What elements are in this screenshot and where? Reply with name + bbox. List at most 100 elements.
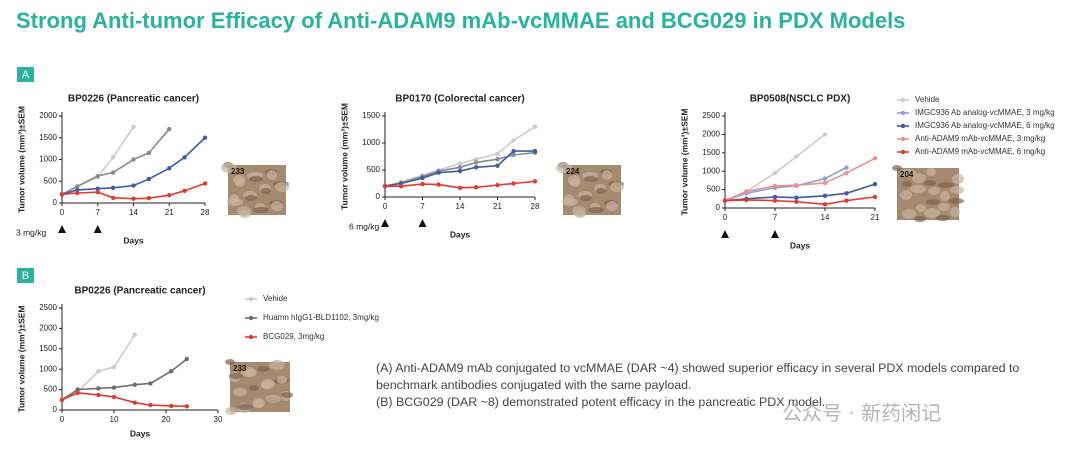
data-point xyxy=(110,155,116,160)
data-point xyxy=(822,176,828,181)
data-point xyxy=(110,195,116,200)
ihc-texture xyxy=(235,179,245,187)
data-point xyxy=(131,124,136,130)
data-point xyxy=(202,181,208,186)
data-point xyxy=(95,186,100,191)
legend-marker xyxy=(900,149,906,155)
ihc-image: 224 xyxy=(556,162,624,218)
ihc-texture xyxy=(249,385,259,391)
data-point xyxy=(772,183,778,189)
ihc-label: 204 xyxy=(900,170,914,179)
data-point xyxy=(110,170,116,175)
ihc-texture xyxy=(271,201,283,211)
y-tick-label: 1000 xyxy=(702,166,720,175)
y-tick-label: 500 xyxy=(44,176,58,185)
data-point xyxy=(473,157,479,162)
y-tick-label: 500 xyxy=(367,165,381,174)
data-point xyxy=(436,182,441,187)
ihc-texture xyxy=(950,207,960,217)
data-point xyxy=(96,386,101,391)
data-point xyxy=(457,185,463,191)
y-axis-label: Tumor volume (mm³)±SEM xyxy=(339,103,349,210)
ihc-texture xyxy=(900,190,912,200)
x-tick-label: 7 xyxy=(420,202,425,211)
data-point xyxy=(473,160,479,165)
ihc-texture xyxy=(892,165,902,171)
data-point xyxy=(75,184,80,189)
y-tick-label: 2500 xyxy=(39,303,57,312)
x-tick-label: 28 xyxy=(201,208,210,217)
ihc-texture xyxy=(227,198,243,206)
ihc-texture xyxy=(588,207,604,213)
legend-marker xyxy=(900,136,906,142)
ihc-image: 233 xyxy=(225,359,293,415)
y-tick-label: 2000 xyxy=(39,111,57,120)
x-axis-label: Days xyxy=(130,428,151,438)
data-point xyxy=(844,170,849,176)
ihc-texture xyxy=(924,180,936,186)
data-point xyxy=(844,198,849,203)
y-axis-label: Tumor volume (mm³)±SEM xyxy=(16,306,26,413)
ihc-texture xyxy=(239,210,251,218)
ihc-texture xyxy=(253,207,269,213)
ihc-texture xyxy=(261,379,275,389)
data-point xyxy=(95,189,100,195)
data-point xyxy=(167,192,172,198)
legend-marker xyxy=(248,296,254,302)
data-point xyxy=(420,175,425,181)
y-tick-label: 1500 xyxy=(39,133,57,142)
x-tick-label: 0 xyxy=(60,415,65,424)
ihc-texture xyxy=(924,208,940,218)
dose-marker xyxy=(771,230,779,238)
ihc-texture xyxy=(902,181,912,187)
ihc-image: 233 xyxy=(221,162,289,218)
y-axis-label: Tumor volume (mm³)±SEM xyxy=(679,109,689,216)
ihc-texture xyxy=(950,186,964,194)
ihc-texture xyxy=(902,209,916,219)
data-point xyxy=(146,150,152,156)
ihc-texture xyxy=(926,199,940,205)
data-point xyxy=(772,198,778,203)
legend-marker xyxy=(248,334,254,340)
ihc-texture xyxy=(221,163,237,173)
ihc-texture xyxy=(253,398,265,408)
ihc-texture xyxy=(948,198,964,204)
caption-line: (A) Anti-ADAM9 mAb conjugated to vcMMAE … xyxy=(376,361,1020,392)
ihc-texture xyxy=(936,215,950,221)
legend-marker xyxy=(248,315,254,321)
ihc-texture xyxy=(610,182,624,192)
ihc-texture xyxy=(900,169,916,177)
section-badge xyxy=(17,268,34,283)
chart-title: BP0226 (Pancreatic cancer) xyxy=(68,94,199,105)
data-point xyxy=(511,152,516,158)
data-point xyxy=(169,403,174,409)
ihc-texture xyxy=(245,367,255,377)
y-axis-label: Tumor volume (mm³)±SEM xyxy=(16,106,26,213)
data-point xyxy=(511,181,516,186)
data-point xyxy=(473,165,479,170)
data-point xyxy=(169,369,174,374)
data-point xyxy=(872,194,878,200)
dose-marker xyxy=(381,219,389,227)
ihc-label: 233 xyxy=(233,364,247,373)
dose-marker xyxy=(721,230,729,238)
ihc-texture xyxy=(229,373,243,379)
caption-line: (B) BCG029 (DAR ~8) demonstrated potent … xyxy=(376,395,826,409)
data-point xyxy=(872,156,878,161)
data-point xyxy=(382,184,388,189)
y-tick-label: 1500 xyxy=(702,148,720,157)
data-point xyxy=(844,165,849,170)
ihc-texture xyxy=(596,188,606,194)
data-point xyxy=(59,397,65,402)
ihc-texture xyxy=(602,170,612,180)
data-point xyxy=(495,151,500,156)
x-tick-label: 0 xyxy=(723,213,728,222)
section-badge xyxy=(17,67,34,82)
ihc-texture xyxy=(562,198,578,206)
data-point xyxy=(473,185,479,190)
data-point xyxy=(131,183,136,188)
x-tick-label: 7 xyxy=(773,213,778,222)
x-axis-label: Days xyxy=(123,235,144,245)
x-axis-label: Days xyxy=(450,229,471,239)
legend-label: IMGC936 Ab analog-vcMMAE, 3 mg/kg xyxy=(915,108,1055,117)
